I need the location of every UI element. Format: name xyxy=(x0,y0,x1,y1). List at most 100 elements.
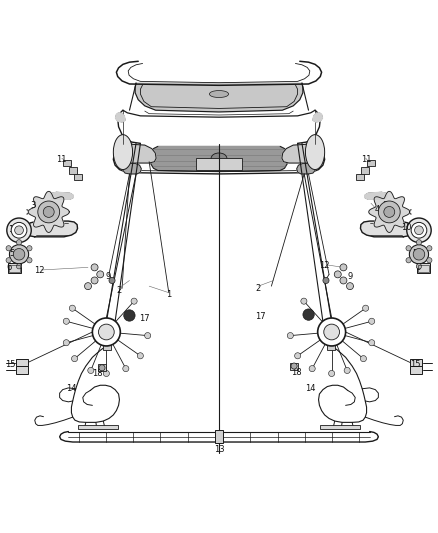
Text: 5: 5 xyxy=(9,249,14,258)
Bar xyxy=(10,265,20,272)
Circle shape xyxy=(407,218,431,243)
Circle shape xyxy=(131,298,137,304)
Circle shape xyxy=(410,245,428,264)
Text: 18: 18 xyxy=(92,369,103,378)
Ellipse shape xyxy=(209,91,229,98)
Bar xyxy=(367,159,375,166)
Text: 4: 4 xyxy=(374,205,380,214)
Ellipse shape xyxy=(211,153,227,164)
Text: 17: 17 xyxy=(139,314,150,324)
Bar xyxy=(98,364,106,372)
Text: 3: 3 xyxy=(382,201,388,210)
Text: 15: 15 xyxy=(5,360,16,369)
Polygon shape xyxy=(151,147,287,171)
Circle shape xyxy=(406,257,411,263)
Bar xyxy=(78,425,118,429)
Polygon shape xyxy=(282,144,319,163)
Circle shape xyxy=(369,318,375,324)
Circle shape xyxy=(99,324,114,340)
Text: 1: 1 xyxy=(166,290,171,300)
Circle shape xyxy=(346,282,353,289)
Text: 13: 13 xyxy=(214,445,224,454)
Circle shape xyxy=(43,206,54,217)
Text: 9: 9 xyxy=(105,272,110,280)
Bar xyxy=(17,360,26,365)
Circle shape xyxy=(97,271,104,278)
Text: 10: 10 xyxy=(402,223,412,232)
Text: 11: 11 xyxy=(56,155,66,164)
Bar xyxy=(410,367,423,374)
Circle shape xyxy=(344,367,350,374)
Circle shape xyxy=(11,222,27,238)
Bar xyxy=(103,345,111,350)
Circle shape xyxy=(295,353,301,359)
Text: 5: 5 xyxy=(412,249,417,258)
Circle shape xyxy=(427,257,432,263)
Circle shape xyxy=(91,264,98,271)
Circle shape xyxy=(303,309,314,320)
Bar xyxy=(412,368,421,373)
Bar xyxy=(63,159,71,166)
Circle shape xyxy=(88,367,94,374)
Polygon shape xyxy=(297,164,315,174)
Circle shape xyxy=(10,245,28,264)
Circle shape xyxy=(369,340,375,346)
Circle shape xyxy=(38,201,60,223)
Circle shape xyxy=(85,282,92,289)
Circle shape xyxy=(291,363,297,369)
Circle shape xyxy=(301,298,307,304)
Circle shape xyxy=(6,246,11,251)
Circle shape xyxy=(109,277,115,284)
Circle shape xyxy=(123,366,129,372)
Circle shape xyxy=(63,318,69,324)
Bar xyxy=(15,359,28,367)
Circle shape xyxy=(91,277,98,284)
Text: 9: 9 xyxy=(347,272,353,280)
Text: 3: 3 xyxy=(31,201,36,210)
Polygon shape xyxy=(123,164,141,174)
Circle shape xyxy=(334,271,341,278)
Circle shape xyxy=(340,277,347,284)
Circle shape xyxy=(71,356,78,362)
Text: 4: 4 xyxy=(48,205,53,214)
Polygon shape xyxy=(116,113,125,122)
Polygon shape xyxy=(135,83,303,112)
Circle shape xyxy=(378,201,400,223)
Bar xyxy=(74,174,82,181)
Circle shape xyxy=(14,226,23,235)
Circle shape xyxy=(27,257,32,263)
Circle shape xyxy=(27,246,32,251)
Circle shape xyxy=(323,277,329,284)
Text: 15: 15 xyxy=(410,360,421,369)
Circle shape xyxy=(340,264,347,271)
Circle shape xyxy=(145,333,151,338)
Circle shape xyxy=(309,366,315,372)
Bar xyxy=(356,174,364,181)
Circle shape xyxy=(417,240,422,245)
Circle shape xyxy=(287,333,293,338)
Circle shape xyxy=(324,324,339,340)
Bar xyxy=(69,167,77,174)
Text: 17: 17 xyxy=(255,312,266,321)
Circle shape xyxy=(413,248,425,260)
Bar xyxy=(410,359,423,367)
Text: 14: 14 xyxy=(305,384,316,393)
Circle shape xyxy=(69,305,75,311)
Polygon shape xyxy=(360,221,413,237)
Circle shape xyxy=(411,222,427,238)
Circle shape xyxy=(318,318,346,346)
Bar xyxy=(361,167,369,174)
Polygon shape xyxy=(51,192,73,199)
Bar xyxy=(412,360,421,365)
Circle shape xyxy=(7,218,31,243)
Bar xyxy=(290,362,298,369)
Circle shape xyxy=(415,226,424,235)
Circle shape xyxy=(63,340,69,346)
Bar xyxy=(196,158,242,171)
Circle shape xyxy=(99,365,105,371)
Text: 11: 11 xyxy=(361,155,372,164)
Text: 6: 6 xyxy=(415,263,420,272)
Bar xyxy=(8,263,21,273)
Circle shape xyxy=(137,353,143,359)
Polygon shape xyxy=(365,192,387,199)
